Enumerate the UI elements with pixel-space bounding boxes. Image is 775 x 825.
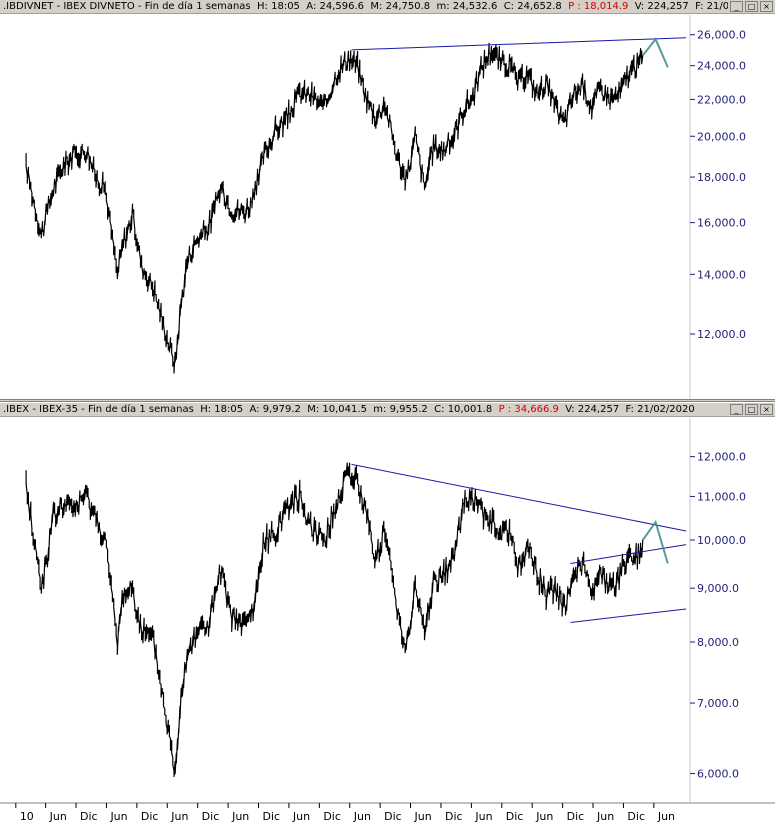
- x-tick-label: Jun: [414, 810, 432, 823]
- bottom-chart-plot[interactable]: 6,000.0 7,000.0 8,000.0 9,000.0 10,000.0 11,0…: [0, 418, 775, 813]
- time-axis: 10 Jun Dic Jun Dic Jun Dic Jun Dic Jun Dic Jun Dic Ju…: [0, 802, 775, 825]
- x-tick-label: Jun: [109, 810, 127, 823]
- volume-value: 224,257: [577, 404, 620, 415]
- y-tick-label: 9,000.0: [697, 582, 739, 595]
- close-button[interactable]: ×: [760, 404, 773, 415]
- index-name: IBEX-35: [39, 404, 78, 415]
- x-tick-label: Dic: [263, 810, 281, 823]
- y-tick-label: 26,000.0: [697, 29, 746, 42]
- x-tick-label: Dic: [323, 810, 341, 823]
- x-tick-label: Dic: [80, 810, 98, 823]
- p-value: 34,666.9: [514, 404, 559, 415]
- symbol: .IBDIVNET: [3, 1, 54, 12]
- y-tick-label: 11,000.0: [697, 490, 746, 503]
- top-window-buttons: _ □ ×: [728, 1, 773, 13]
- volume-value: 224,257: [647, 1, 689, 12]
- projection-path: [642, 37, 669, 68]
- maximize-button[interactable]: □: [745, 404, 758, 415]
- high-value: 24,750.8: [385, 1, 431, 12]
- period: Fin de día 1 semanas: [87, 404, 194, 415]
- y-tick-label: 7,000.0: [697, 697, 739, 710]
- y-tick-label: 16,000.0: [697, 217, 746, 230]
- maximize-button[interactable]: □: [745, 1, 758, 12]
- panel-separator[interactable]: [0, 399, 775, 402]
- bottom-chart-titlebar: .IBEX - IBEX-35 - Fin de día 1 semanas H…: [0, 403, 775, 417]
- x-tick-label: Jun: [657, 810, 675, 823]
- bottom-chart-header: .IBEX - IBEX-35 - Fin de día 1 semanas H…: [3, 404, 695, 415]
- x-tick-label: Dic: [384, 810, 402, 823]
- y-tick-label: 12,000.0: [697, 328, 746, 341]
- close-button[interactable]: ×: [760, 1, 773, 12]
- open-value: 24,596.6: [319, 1, 365, 12]
- y-tick-label: 14,000.0: [697, 268, 746, 281]
- trendline: [570, 608, 687, 623]
- x-tick-label: Dic: [202, 810, 220, 823]
- x-tick-label: Jun: [170, 810, 188, 823]
- trendline: [351, 37, 687, 51]
- y-tick-label: 12,000.0: [697, 451, 746, 464]
- projection-path: [641, 519, 669, 564]
- period: Fin de día 1 semanas: [144, 1, 251, 12]
- top-chart-header: .IBDIVNET - IBEX DIVNETO - Fin de día 1 …: [3, 0, 758, 14]
- y-tick-label: 18,000.0: [697, 171, 746, 184]
- y-tick-label: 24,000.0: [697, 60, 746, 73]
- y-tick-label: 6,000.0: [697, 768, 739, 781]
- time-value: 18:05: [271, 1, 300, 12]
- x-tick-label: Jun: [49, 810, 67, 823]
- y-tick-label: 8,000.0: [697, 636, 739, 649]
- x-tick-label: 10: [20, 810, 34, 823]
- index-name: IBEX DIVNETO: [63, 1, 135, 12]
- y-tick-label: 10,000.0: [697, 534, 746, 547]
- trendline: [351, 463, 687, 532]
- x-tick-label: Dic: [445, 810, 463, 823]
- y-tick-label: 20,000.0: [697, 130, 746, 143]
- x-tick-label: Jun: [231, 810, 249, 823]
- time-value: 18:05: [214, 404, 244, 415]
- y-tick-label: 22,000.0: [697, 93, 746, 106]
- x-tick-label: Dic: [141, 810, 159, 823]
- low-value: 9,955.2: [389, 404, 428, 415]
- close-value: 10,001.8: [447, 404, 493, 415]
- x-tick-label: Jun: [474, 810, 492, 823]
- price-series: [25, 42, 644, 374]
- price-series: [25, 462, 644, 778]
- open-value: 9,979.2: [262, 404, 301, 415]
- minimize-button[interactable]: _: [730, 1, 743, 12]
- symbol: .IBEX: [3, 404, 30, 415]
- x-tick-label: Jun: [292, 810, 310, 823]
- top-chart-titlebar: .IBDIVNET - IBEX DIVNETO - Fin de día 1 …: [0, 0, 775, 14]
- trendline: [570, 544, 687, 564]
- bottom-window-buttons: _ □ ×: [728, 404, 773, 416]
- p-value: 18,014.9: [583, 1, 629, 12]
- high-value: 10,041.5: [322, 404, 367, 415]
- x-tick-label: Dic: [627, 810, 645, 823]
- x-tick-label: Jun: [353, 810, 371, 823]
- low-value: 24,532.6: [452, 1, 498, 12]
- top-chart-panel: .IBDIVNET - IBEX DIVNETO - Fin de día 1 …: [0, 0, 775, 400]
- close-value: 24,652.8: [517, 1, 562, 12]
- top-chart-plot[interactable]: 12,000.0 14,000.0 16,000.0 18,000.0 20,000.0…: [0, 15, 775, 400]
- x-tick-label: Jun: [596, 810, 614, 823]
- x-tick-label: Jun: [535, 810, 553, 823]
- bottom-chart-panel: .IBEX - IBEX-35 - Fin de día 1 semanas H…: [0, 403, 775, 825]
- x-tick-label: Dic: [567, 810, 585, 823]
- date-value: 21/02/2020: [637, 404, 695, 415]
- minimize-button[interactable]: _: [730, 404, 743, 415]
- x-tick-label: Dic: [506, 810, 524, 823]
